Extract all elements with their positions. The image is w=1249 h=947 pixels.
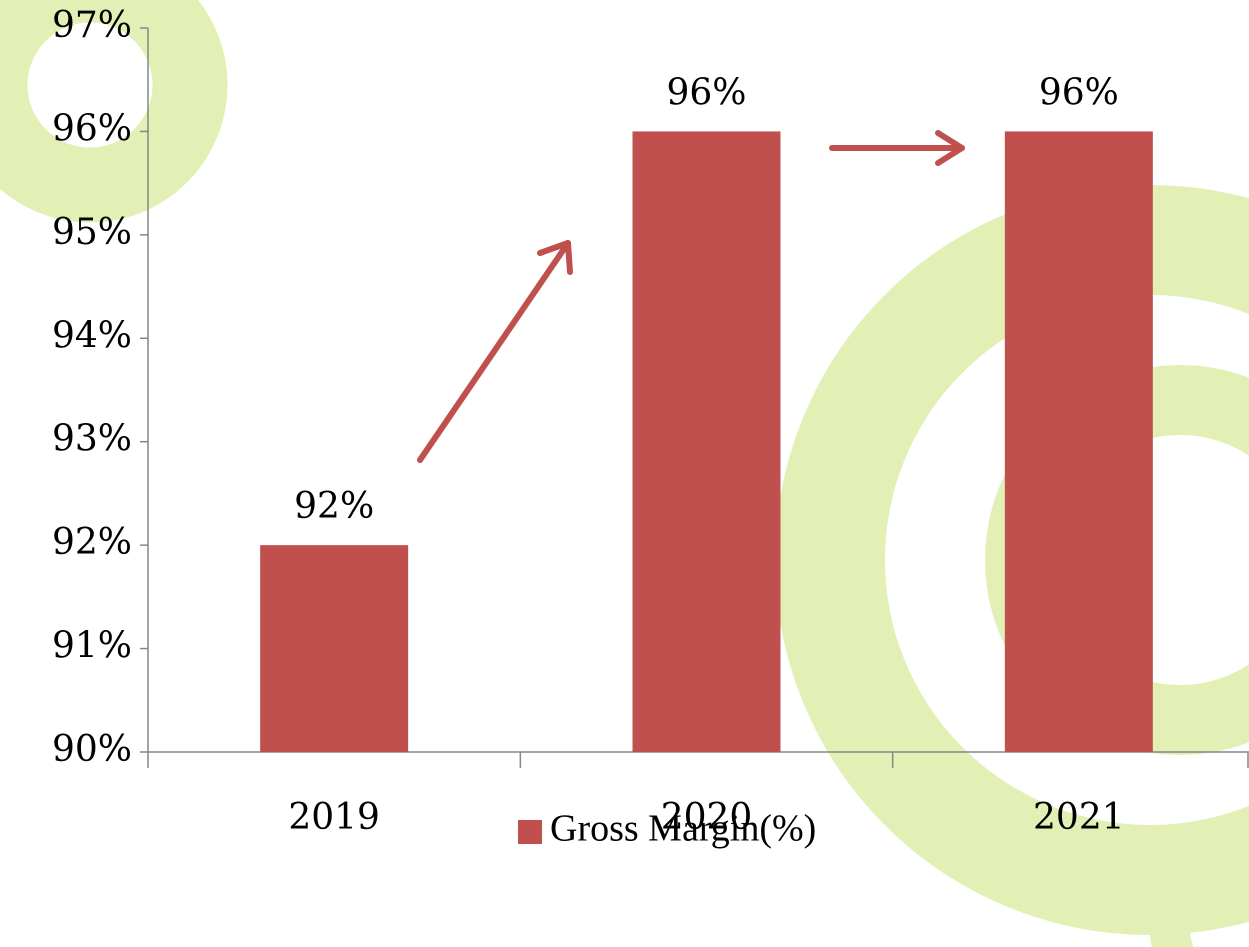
y-tick-label: 97% — [52, 5, 132, 46]
y-tick-label: 91% — [52, 626, 132, 667]
y-tick-label: 94% — [52, 315, 132, 356]
y-tick-label: 90% — [52, 729, 132, 770]
y-tick-label: 96% — [52, 108, 132, 149]
bar — [1005, 131, 1153, 752]
data-label: 92% — [294, 486, 374, 527]
bar — [633, 131, 781, 752]
x-tick-label: 2021 — [1033, 797, 1125, 838]
bar — [260, 545, 408, 752]
legend-swatch — [518, 820, 542, 844]
y-tick-label: 95% — [52, 212, 132, 253]
legend-label: Gross Margin(%) — [550, 808, 816, 850]
y-tick-label: 92% — [52, 522, 132, 563]
y-tick-label: 93% — [52, 419, 132, 460]
data-label: 96% — [666, 72, 746, 113]
chart: 90%91%92%93%94%95%96%97%20192020202192%9… — [0, 0, 1249, 947]
data-label: 96% — [1039, 72, 1119, 113]
x-tick-label: 2019 — [288, 797, 380, 838]
